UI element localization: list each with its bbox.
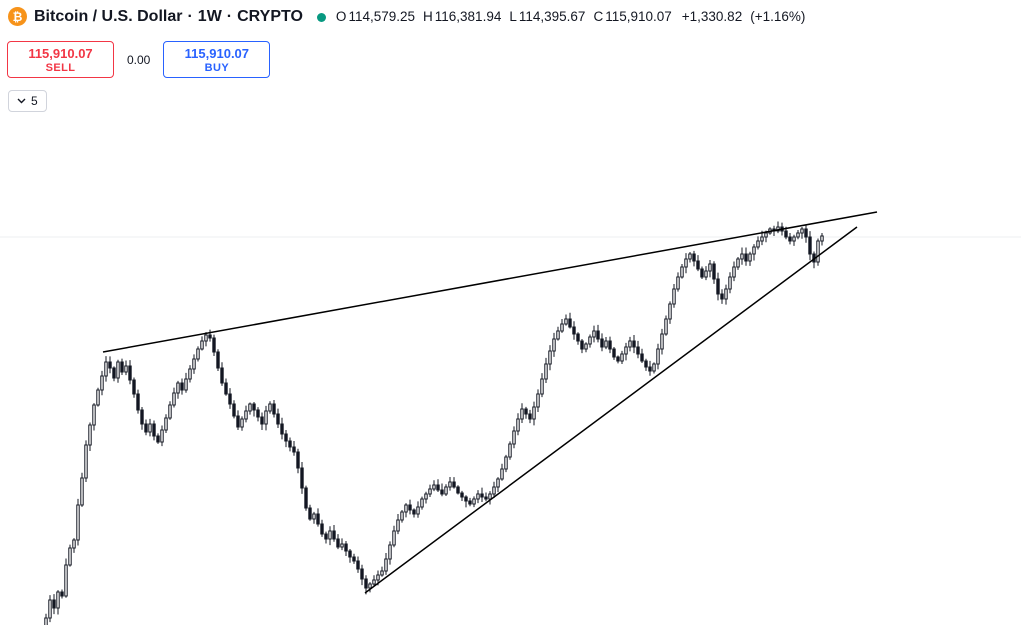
sell-label: SELL: [45, 61, 76, 74]
open-value: 114,579.25: [348, 9, 416, 24]
chart-header: ₿ Bitcoin / U.S. Dollar · 1W · CRYPTO O …: [8, 7, 805, 26]
title-separator: ·: [226, 7, 233, 25]
ohlc-high: H 116,381.94: [423, 9, 501, 24]
symbol-title[interactable]: Bitcoin / U.S. Dollar: [34, 7, 183, 25]
bitcoin-glyph: ₿: [12, 9, 23, 24]
low-value: 114,395.67: [518, 9, 586, 24]
ohlc-values: O 114,579.25 H 116,381.94 L 114,395.67 C…: [336, 9, 805, 24]
buy-button[interactable]: 115,910.07 BUY: [163, 41, 271, 78]
ohlc-open: O 114,579.25: [336, 9, 415, 24]
high-label: H: [423, 9, 433, 24]
low-label: L: [509, 9, 517, 24]
change-percent: (+1.16%): [750, 9, 806, 24]
sell-button[interactable]: 115,910.07 SELL: [7, 41, 114, 78]
market-status-icon: [316, 12, 326, 22]
buy-price: 115,910.07: [184, 45, 250, 61]
interval-label[interactable]: 1W: [197, 7, 222, 25]
close-label: C: [593, 9, 604, 24]
buy-label: BUY: [204, 61, 230, 74]
exchange-label[interactable]: CRYPTO: [237, 7, 303, 25]
chevron-down-icon: [17, 98, 26, 104]
sell-price: 115,910.07: [28, 45, 93, 61]
change-value: +1,330.82: [681, 9, 743, 24]
drawings-collapse-chip[interactable]: 5: [8, 90, 47, 112]
drawings-count: 5: [31, 94, 38, 108]
bitcoin-icon: ₿: [8, 7, 27, 26]
trade-panel: 115,910.07 SELL 0.00 115,910.07 BUY: [7, 41, 271, 78]
close-value: 115,910.07: [605, 9, 672, 24]
spread-value: 0.00: [127, 52, 151, 67]
title-separator: ·: [187, 7, 193, 25]
high-value: 116,381.94: [434, 9, 502, 24]
open-label: O: [335, 9, 347, 24]
ohlc-close: C 115,910.07: [593, 9, 671, 24]
ohlc-low: L 114,395.67: [509, 9, 585, 24]
